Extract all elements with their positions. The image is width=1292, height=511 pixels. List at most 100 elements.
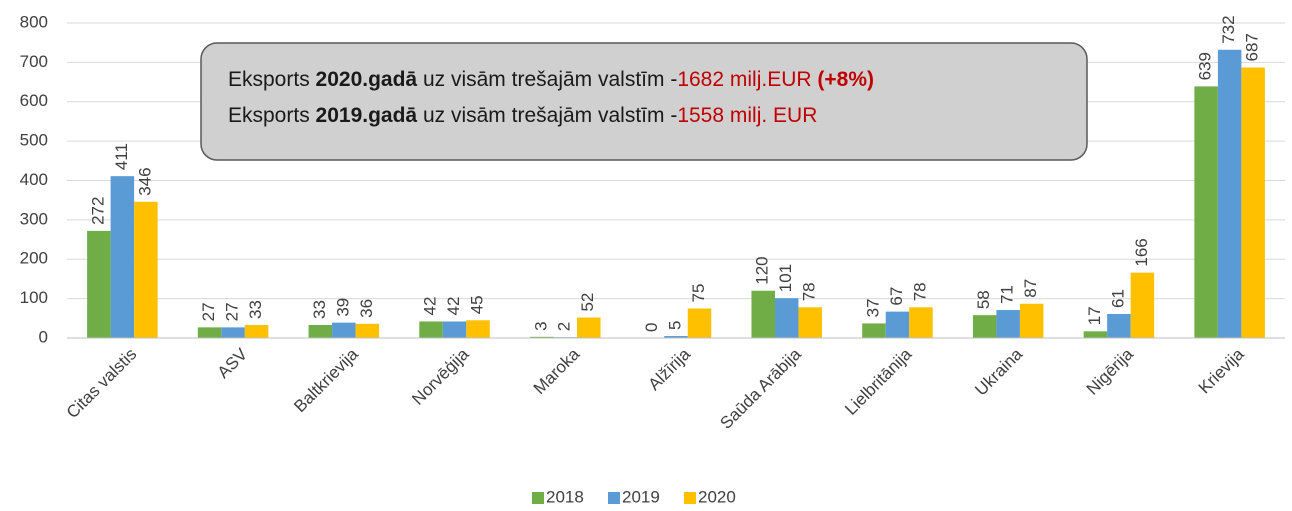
value-label: 37 [863,299,882,318]
bar [419,321,443,338]
x-tick-label: Alžīrija [644,344,694,394]
value-label: 101 [776,264,795,292]
bar [134,201,158,338]
y-tick-label: 400 [20,170,48,189]
annotation-segment: 2019.gadā [316,104,418,127]
value-label: 78 [800,282,819,301]
value-label: 411 [112,143,131,170]
value-label: 166 [1132,238,1151,266]
bar [1083,331,1108,338]
legend-swatch [532,492,544,504]
x-tick-label: Nigērija [1083,344,1138,399]
x-tick-label: Krievija [1195,344,1248,397]
legend-label: 2018 [546,487,584,506]
annotation-segment: Eksports [228,104,316,127]
value-label: 75 [689,284,708,303]
bar [885,311,910,338]
value-label: 2 [555,322,574,331]
value-label: 58 [974,290,993,309]
annotation-segment: uz visām trešajām valstīm - [417,68,677,91]
bar [110,176,135,338]
bar [466,320,490,338]
value-label: 120 [753,256,772,284]
bar [909,307,933,338]
bar [862,323,886,338]
bar [332,322,356,338]
value-label: 52 [578,293,597,312]
value-label: 78 [910,282,929,301]
value-label: 87 [1021,279,1040,298]
x-tick-label: ASV [214,344,252,382]
x-tick-label: Baltkrievija [290,344,362,416]
bar [355,323,380,338]
bar [1107,313,1131,338]
value-label: 27 [223,302,242,321]
bar [687,308,712,338]
value-label: 39 [333,298,352,317]
value-label: 17 [1085,306,1104,325]
legend-label: 2019 [622,487,660,506]
y-tick-label: 700 [20,52,48,71]
y-tick-label: 600 [20,91,48,110]
bar [664,336,688,338]
value-label: 687 [1243,33,1262,61]
bar [197,327,222,338]
y-tick-label: 500 [20,131,48,150]
annotation-segment: Eksports [228,68,316,91]
y-tick-label: 300 [20,209,48,228]
annotation-segment: 1558 milj. EUR [677,104,817,127]
annotation-segment: 2020.gadā [316,68,418,91]
x-tick-label: Lielbritānija [841,344,916,419]
y-tick-label: 800 [20,12,48,31]
bar [751,290,775,338]
bar [1217,49,1242,339]
value-label: 732 [1219,15,1238,43]
bar [774,298,799,338]
annotation-segment: uz visām trešajām valstīm - [417,104,677,127]
y-tick-label: 100 [20,288,48,307]
value-label: 272 [88,197,107,225]
x-tick-label: Ukraina [971,344,1026,399]
value-label: 42 [421,297,440,316]
x-tick-label: Norvēģija [408,344,473,409]
bar [244,325,269,338]
value-label: 67 [887,287,906,306]
value-label: 33 [246,300,265,319]
annotation-segment: 1682 milj.EUR [677,68,811,91]
bar [1019,303,1044,338]
bar [308,325,333,338]
legend-label: 2020 [698,487,736,506]
bar [87,230,111,338]
annotation: Eksports 2020.gadā uz visām trešajām val… [200,42,1088,161]
value-label: 5 [665,321,684,330]
value-label: 3 [531,321,550,330]
bar [798,307,822,338]
bar [221,327,245,338]
value-label: 0 [642,323,661,332]
annotation-box [200,42,1088,161]
value-label: 27 [199,302,218,321]
bar [577,317,601,338]
value-label: 639 [1196,52,1215,80]
y-tick-label: 0 [39,327,48,346]
legend-swatch [684,492,696,504]
x-tick-label: Citas valstis [63,345,141,423]
value-label: 61 [1108,289,1127,308]
bar [996,310,1020,338]
y-tick-label: 200 [20,249,48,268]
value-label: 346 [135,167,154,195]
value-label: 45 [468,295,487,314]
bar [1194,86,1218,338]
x-tick-label: Saūda Arābija [716,344,805,433]
legend-swatch [608,492,620,504]
annotation-segment: (+8%) [812,68,874,91]
value-label: 36 [357,299,376,318]
bar [530,336,554,338]
bar [1130,272,1155,338]
bar [442,321,467,338]
bar [1241,67,1265,339]
x-tick-label: Maroka [530,344,584,398]
annotation-line: Eksports 2020.gadā uz visām trešajām val… [228,68,874,91]
value-label: 33 [310,300,329,319]
